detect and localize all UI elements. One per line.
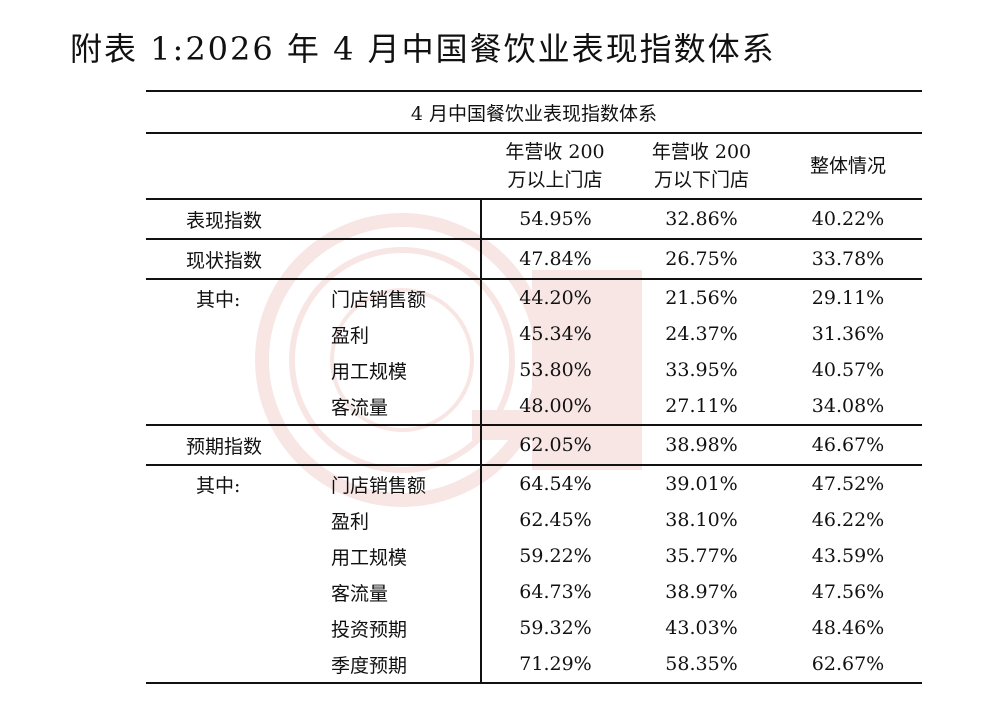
table-caption: 4 月中国餐饮业表现指数体系: [146, 92, 922, 134]
table-row: 用工规模 53.80% 33.95% 40.57%: [146, 352, 922, 388]
cell-value: 47.56%: [811, 581, 885, 603]
cell-value: 53.80%: [480, 352, 629, 388]
cell-value: 64.73%: [480, 574, 629, 610]
cell-value: 43.59%: [811, 545, 885, 567]
row-label: 现状指数: [146, 239, 481, 280]
column-header-small-stores: 年营收 200 万以下门店: [629, 133, 774, 200]
cell-value: 44.20%: [480, 279, 629, 316]
cell-value: 27.11%: [629, 388, 774, 426]
cell-value: 39.01%: [665, 473, 738, 495]
cell-value: 48.00%: [480, 388, 629, 426]
row-label: 盈利: [331, 510, 370, 533]
cell-value: 26.75%: [629, 239, 774, 280]
row-label: 用工规模: [331, 546, 408, 569]
table-row: 盈利 62.45% 38.10% 46.22%: [146, 502, 922, 538]
cell-value: 45.34%: [480, 316, 629, 352]
cell-value: 54.95%: [480, 199, 629, 240]
cell-value: 35.77%: [665, 545, 738, 567]
cell-value: 47.52%: [811, 473, 885, 495]
row-label: 客流量: [331, 582, 389, 605]
table-row: 投资预期 59.32% 43.03% 48.46%: [146, 610, 922, 646]
table-row: 用工规模 59.22% 35.77% 43.59%: [146, 538, 922, 574]
cell-value: 62.05%: [480, 425, 629, 466]
row-label: 门店销售额: [331, 474, 427, 497]
table-row-current-index: 现状指数 47.84% 26.75% 33.78%: [146, 239, 922, 280]
cell-value: 48.46%: [811, 617, 885, 639]
cell-value: 59.32%: [480, 610, 629, 646]
cell-value: 29.11%: [811, 287, 885, 309]
cell-value: 47.84%: [480, 239, 629, 280]
row-label: 用工规模: [331, 360, 408, 383]
page-title: 附表 1:2026 年 4 月中国餐饮业表现指数体系: [70, 30, 776, 68]
cell-value: 64.54%: [480, 465, 629, 502]
row-prefix: 其中:: [196, 288, 241, 311]
row-label: 表现指数: [146, 199, 481, 240]
row-label: 投资预期: [331, 618, 408, 641]
cell-value: 38.97%: [665, 581, 738, 603]
table-row: 盈利 45.34% 24.37% 31.36%: [146, 316, 922, 352]
table-row: 其中: 门店销售额 64.54% 39.01% 47.52%: [146, 465, 922, 502]
row-label: 季度预期: [331, 646, 481, 684]
table-row: 客流量 64.73% 38.97% 47.56%: [146, 574, 922, 610]
cell-value: 46.67%: [774, 425, 922, 466]
cell-value: 71.29%: [480, 646, 629, 684]
row-label: 盈利: [331, 324, 370, 347]
column-header-row: 年营收 200 万以上门店 年营收 200 万以下门店 整体情况: [146, 133, 922, 200]
table-row: 客流量 48.00% 27.11% 34.08%: [146, 388, 922, 426]
cell-value: 38.98%: [629, 425, 774, 466]
row-label: 预期指数: [146, 425, 481, 466]
cell-value: 46.22%: [811, 509, 885, 531]
cell-value: 38.10%: [665, 509, 738, 531]
cell-value: 33.78%: [774, 239, 922, 280]
table-row-performance-index: 表现指数 54.95% 32.86% 40.22%: [146, 199, 922, 240]
cell-value: 21.56%: [665, 287, 738, 309]
cell-value: 40.57%: [811, 359, 885, 381]
cell-value: 62.45%: [480, 502, 629, 538]
table-caption-row: 4 月中国餐饮业表现指数体系: [146, 92, 922, 134]
cell-value: 59.22%: [480, 538, 629, 574]
column-header-large-stores: 年营收 200 万以上门店: [481, 133, 629, 200]
cell-value: 33.95%: [665, 359, 738, 381]
table-row: 其中: 门店销售额 44.20% 21.56% 29.11%: [146, 279, 922, 316]
cell-value: 62.67%: [774, 646, 922, 684]
cell-value: 31.36%: [811, 323, 885, 345]
table-row: 季度预期 71.29% 58.35% 62.67%: [146, 646, 922, 684]
column-header-overall: 整体情况: [774, 133, 922, 200]
row-label: 门店销售额: [331, 288, 427, 311]
table-row-expected-index: 预期指数 62.05% 38.98% 46.67%: [146, 425, 922, 466]
row-label: 客流量: [331, 388, 481, 426]
cell-value: 32.86%: [629, 199, 774, 240]
cell-value: 43.03%: [665, 617, 738, 639]
index-table: 4 月中国餐饮业表现指数体系 年营收 200 万以上门店 年营收 200 万以下门店…: [146, 90, 922, 684]
cell-value: 58.35%: [629, 646, 774, 684]
cell-value: 24.37%: [665, 323, 738, 345]
cell-value: 40.22%: [774, 199, 922, 240]
row-prefix: 其中:: [196, 474, 241, 497]
cell-value: 34.08%: [774, 388, 922, 426]
